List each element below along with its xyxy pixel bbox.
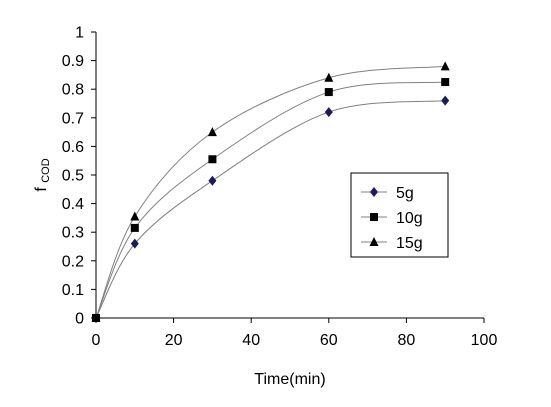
data-point-5g: [130, 238, 139, 249]
legend-label-5g: 5g: [396, 185, 414, 202]
y-tick-label: 0.9: [62, 53, 84, 70]
legend: 5g 10g 15g: [350, 172, 449, 258]
data-point-15g: [91, 313, 101, 322]
data-point-5g: [324, 107, 333, 118]
y-tick-label: 0.2: [62, 253, 84, 270]
x-tick-label: 100: [471, 332, 498, 349]
y-tick-label: 0.3: [62, 225, 84, 242]
legend-box: [350, 172, 449, 258]
x-axis-title: Time(min): [254, 371, 325, 388]
data-point-15g: [207, 127, 217, 137]
data-point-15g: [440, 61, 450, 71]
data-points: [91, 61, 450, 323]
data-point-10g: [441, 78, 450, 87]
x-tick-label: 80: [398, 332, 416, 349]
x-tick-label: 0: [92, 332, 101, 349]
y-tick-label: 0.1: [62, 282, 84, 299]
legend-marker-15g: [369, 237, 379, 246]
y-axis-title-subscript: COD: [40, 158, 52, 183]
data-point-15g: [324, 72, 334, 82]
y-axis-title-main: f: [33, 187, 50, 192]
x-tick-label: 60: [320, 332, 338, 349]
y-tick-label: 0.6: [62, 139, 84, 156]
ticks: 0 0.1 0.2 0.3 0.4 0.5 0.6 0.7 0.8 0.9 1 0 20 40 60 80 10…: [62, 25, 498, 350]
legend-marker-5g: [370, 187, 378, 197]
legend-label-10g: 10g: [396, 210, 423, 227]
data-point-10g: [324, 88, 333, 97]
data-point-10g: [130, 223, 139, 232]
x-tick-label: 40: [242, 332, 260, 349]
data-point-5g: [441, 95, 450, 106]
y-tick-label: 1: [75, 25, 84, 42]
data-point-15g: [130, 211, 140, 221]
y-tick-label: 0.8: [62, 82, 84, 99]
legend-marker-10g: [370, 213, 378, 221]
data-point-5g: [208, 175, 217, 186]
y-tick-label: 0.7: [62, 110, 84, 127]
data-point-10g: [208, 155, 217, 164]
y-tick-label: 0: [75, 311, 84, 328]
y-axis-title: f COD: [33, 158, 52, 191]
legend-label-15g: 15g: [396, 235, 423, 252]
y-tick-label: 0.4: [62, 196, 84, 213]
x-tick-label: 20: [165, 332, 183, 349]
y-tick-label: 0.5: [62, 168, 84, 185]
